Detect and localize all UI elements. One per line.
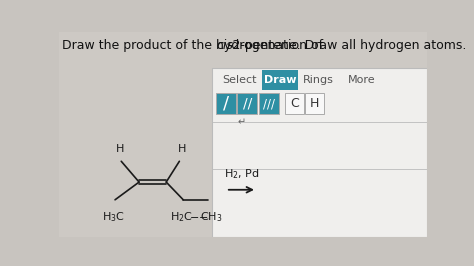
Text: $\mathregular{H_2C}$: $\mathregular{H_2C}$ [170,211,193,224]
Text: Select: Select [222,75,257,85]
Bar [216,93,236,114]
Bar [259,93,279,114]
Text: $\mathregular{H_3C}$: $\mathregular{H_3C}$ [102,211,125,224]
Bar [212,68,427,237]
Text: C: C [290,97,299,110]
Bar [237,93,257,114]
Text: More: More [347,75,375,85]
Bar [285,93,304,114]
Text: -2-pentene. Draw all hydrogen atoms.: -2-pentene. Draw all hydrogen atoms. [228,39,466,52]
Text: Draw the product of the hydrogenation of: Draw the product of the hydrogenation of [63,39,328,52]
Text: ↵: ↵ [237,117,245,127]
Text: $\mathregular{CH_3}$: $\mathregular{CH_3}$ [200,211,222,224]
Text: Draw: Draw [264,75,296,85]
Text: H: H [178,144,187,153]
Bar [262,70,298,90]
Text: ///: /// [263,97,275,110]
Text: $\mathregular{H_2}$, Pd: $\mathregular{H_2}$, Pd [224,167,259,181]
Text: $\mathregular{-\!-}$: $\mathregular{-\!-}$ [189,211,209,221]
Text: Rings: Rings [303,75,334,85]
Bar [305,93,324,114]
Text: H: H [116,144,124,153]
Text: H: H [310,97,319,110]
Text: cis: cis [217,39,233,52]
Text: /: / [223,94,229,113]
Text: //: // [243,97,252,111]
